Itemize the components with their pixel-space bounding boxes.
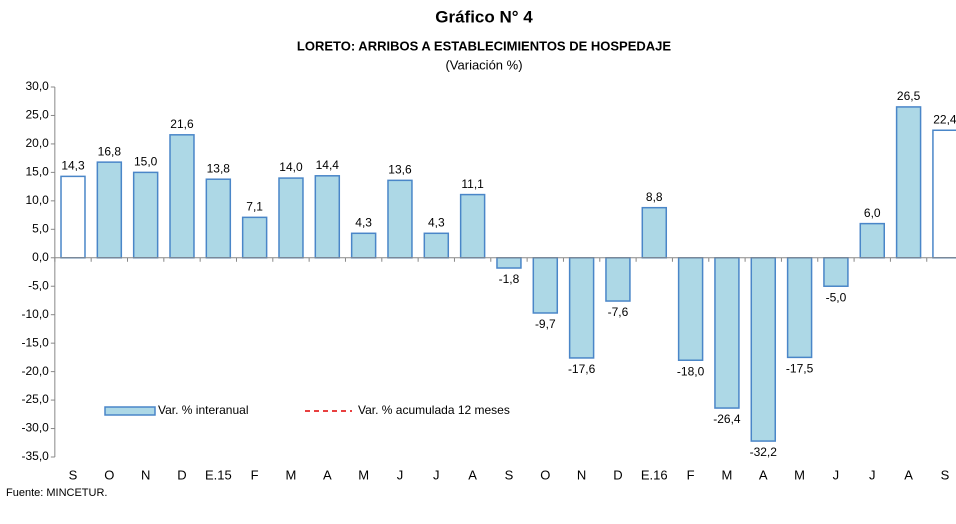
data-label: 8,8 bbox=[646, 190, 663, 204]
bar bbox=[350, 232, 377, 259]
data-label: 13,8 bbox=[207, 161, 231, 175]
x-tick-label: E.15 bbox=[205, 467, 232, 482]
data-label: 21,6 bbox=[170, 117, 194, 131]
bar bbox=[859, 222, 885, 259]
x-tick-label: J bbox=[433, 467, 440, 482]
bar bbox=[314, 175, 341, 259]
legend-label: Var. % acumulada 12 meses bbox=[358, 403, 510, 417]
data-label: 7,1 bbox=[246, 200, 263, 214]
y-tick-label: -30,0 bbox=[21, 421, 49, 435]
legend-label: Var. % interanual bbox=[158, 403, 249, 417]
x-tick-label: J bbox=[833, 467, 840, 482]
data-label: 14,0 bbox=[279, 160, 303, 174]
bar bbox=[532, 257, 559, 314]
source-note: Fuente: MINCETUR. bbox=[6, 487, 107, 499]
x-tick-label: O bbox=[104, 467, 114, 482]
y-tick-label: -25,0 bbox=[21, 392, 49, 406]
data-label: -17,6 bbox=[568, 362, 596, 376]
bar bbox=[605, 257, 631, 302]
x-tick-label: F bbox=[687, 467, 695, 482]
bar bbox=[241, 216, 268, 259]
bar bbox=[932, 129, 956, 259]
x-tick-label: D bbox=[613, 467, 622, 482]
data-label: 26,5 bbox=[897, 89, 921, 103]
x-tick-label: M bbox=[794, 467, 805, 482]
y-tick-label: -35,0 bbox=[21, 449, 49, 463]
x-tick-label: N bbox=[141, 467, 150, 482]
x-tick-label: N bbox=[577, 467, 586, 482]
data-label: -26,4 bbox=[713, 412, 741, 426]
x-tick-label: M bbox=[286, 467, 297, 482]
data-label: -5,0 bbox=[826, 290, 847, 304]
data-label: 16,8 bbox=[98, 144, 122, 158]
unit-note: (Variación %) bbox=[445, 57, 522, 72]
bar bbox=[459, 193, 486, 259]
bar bbox=[496, 257, 522, 269]
x-tick-label: A bbox=[904, 467, 913, 482]
x-tick-label: S bbox=[69, 467, 78, 482]
bar bbox=[387, 179, 413, 259]
data-label: -9,7 bbox=[535, 317, 556, 331]
x-tick-label: F bbox=[251, 467, 259, 482]
bar bbox=[423, 232, 450, 259]
bar bbox=[823, 257, 849, 287]
y-tick-label: 30,0 bbox=[25, 79, 49, 93]
chart-subtitle: LORETO: ARRIBOS A ESTABLECIMIENTOS DE HO… bbox=[297, 38, 671, 53]
y-tick-label: 25,0 bbox=[25, 108, 49, 122]
data-label: -18,0 bbox=[677, 364, 705, 378]
data-label: 11,1 bbox=[461, 177, 484, 191]
data-label: 6,0 bbox=[864, 206, 881, 220]
x-tick-label: E.16 bbox=[641, 467, 668, 482]
y-tick-label: -20,0 bbox=[21, 364, 49, 378]
x-tick-label: M bbox=[358, 467, 369, 482]
data-label: -1,8 bbox=[499, 272, 520, 286]
legend-swatch bbox=[104, 406, 156, 416]
bar bbox=[60, 175, 86, 259]
bar bbox=[641, 206, 668, 259]
x-tick-label: A bbox=[468, 467, 477, 482]
data-label: -32,2 bbox=[750, 445, 778, 459]
x-tick-label: A bbox=[759, 467, 768, 482]
data-label: 14,4 bbox=[316, 158, 340, 172]
y-tick-label: 0,0 bbox=[32, 250, 49, 264]
bar bbox=[895, 106, 922, 259]
x-tick-label: O bbox=[540, 467, 550, 482]
data-label: -17,5 bbox=[786, 362, 814, 376]
bar bbox=[96, 161, 123, 259]
bar bbox=[786, 257, 813, 359]
y-tick-label: 15,0 bbox=[25, 165, 49, 179]
data-label: 22,4 bbox=[933, 112, 956, 126]
bar bbox=[750, 257, 777, 442]
data-label: 14,3 bbox=[61, 159, 85, 173]
x-tick-label: A bbox=[323, 467, 332, 482]
x-tick-label: J bbox=[869, 467, 876, 482]
bar bbox=[132, 171, 159, 259]
y-tick-label: -15,0 bbox=[21, 335, 49, 349]
y-tick-label: 10,0 bbox=[25, 193, 49, 207]
bar bbox=[568, 257, 595, 359]
y-tick-label: 5,0 bbox=[32, 221, 49, 235]
x-tick-label: J bbox=[397, 467, 404, 482]
bar bbox=[205, 178, 232, 259]
data-label: 4,3 bbox=[428, 215, 445, 229]
x-tick-label: S bbox=[941, 467, 950, 482]
data-label: 15,0 bbox=[134, 155, 158, 169]
bar bbox=[169, 134, 195, 259]
y-tick-label: 20,0 bbox=[25, 136, 49, 150]
chart-title: Gráfico N° 4 bbox=[435, 7, 533, 26]
data-label: 13,6 bbox=[388, 163, 412, 177]
bar bbox=[714, 257, 740, 409]
x-tick-label: M bbox=[722, 467, 733, 482]
x-tick-label: D bbox=[177, 467, 186, 482]
y-tick-label: -5,0 bbox=[28, 278, 49, 292]
y-tick-label: -10,0 bbox=[21, 307, 49, 321]
bar bbox=[278, 177, 304, 259]
bar bbox=[677, 257, 704, 361]
x-tick-label: S bbox=[505, 467, 514, 482]
data-label: 4,3 bbox=[355, 215, 372, 229]
data-label: -7,6 bbox=[608, 305, 629, 319]
